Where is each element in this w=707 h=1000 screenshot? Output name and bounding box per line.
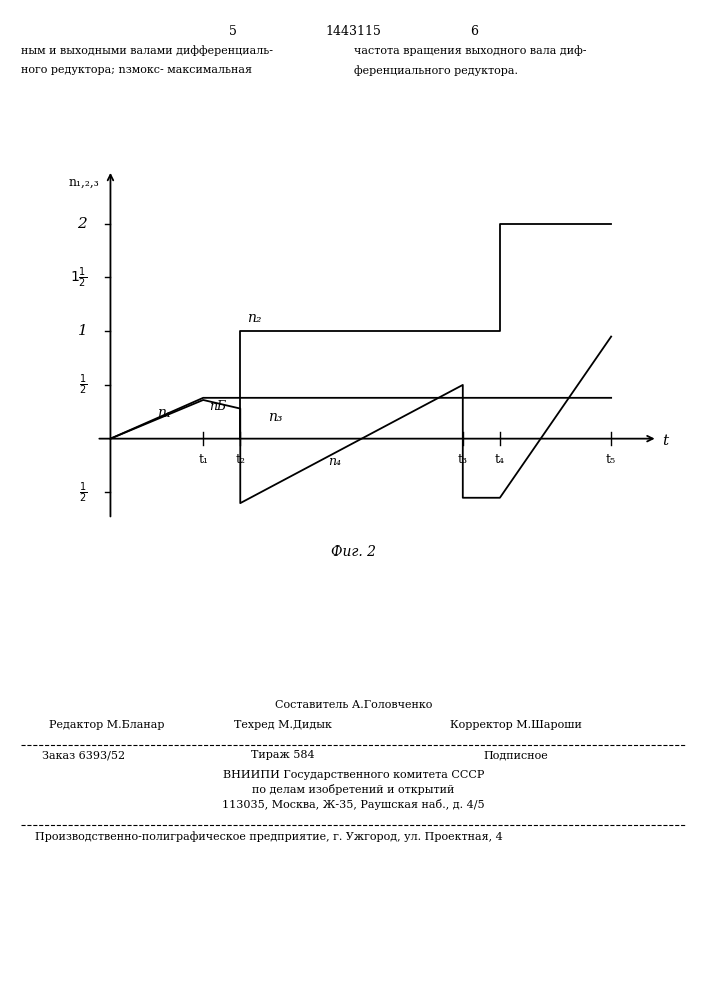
Text: по делам изобретений и открытий: по делам изобретений и открытий [252, 784, 455, 795]
Text: 5: 5 [229, 25, 238, 38]
Text: n₄: n₄ [328, 455, 341, 468]
Text: Корректор М.Шароши: Корректор М.Шароши [450, 720, 582, 730]
Text: t₅: t₅ [606, 453, 617, 466]
Text: Тираж 584: Тираж 584 [251, 750, 315, 760]
Text: 6: 6 [469, 25, 478, 38]
Text: 1443115: 1443115 [325, 25, 382, 38]
Text: t₃: t₃ [458, 453, 468, 466]
Text: ференциального редуктора.: ференциального редуктора. [354, 65, 518, 76]
Text: t₄: t₄ [495, 453, 505, 466]
Text: 113035, Москва, Ж-35, Раушская наб., д. 4/5: 113035, Москва, Ж-35, Раушская наб., д. … [222, 799, 485, 810]
Text: t: t [662, 434, 668, 448]
Text: 2: 2 [78, 217, 87, 231]
Text: n₂: n₂ [247, 311, 262, 325]
Text: Техред М.Дидык: Техред М.Дидык [234, 720, 332, 730]
Text: n₁: n₁ [157, 406, 171, 420]
Text: t₂: t₂ [235, 453, 245, 466]
Text: ВНИИПИ Государственного комитета СССР: ВНИИПИ Государственного комитета СССР [223, 770, 484, 780]
Text: $\frac{1}{2}$: $\frac{1}{2}$ [79, 373, 87, 397]
Text: Производственно-полиграфическое предприятие, г. Ужгород, ул. Проектная, 4: Производственно-полиграфическое предприя… [35, 831, 503, 842]
Text: $\frac{1}{2}$: $\frac{1}{2}$ [79, 480, 87, 505]
Text: n₁,₂,₃: n₁,₂,₃ [69, 175, 100, 188]
Text: частота вращения выходного вала диф-: частота вращения выходного вала диф- [354, 45, 586, 56]
Text: Подписное: Подписное [484, 750, 549, 760]
Text: Редактор М.Бланар: Редактор М.Бланар [49, 720, 165, 730]
Text: n₃: n₃ [268, 410, 283, 424]
Text: Составитель А.Головченко: Составитель А.Головченко [275, 700, 432, 710]
Text: Фиг. 2: Фиг. 2 [331, 545, 376, 559]
Text: $1\frac{1}{2}$: $1\frac{1}{2}$ [70, 265, 87, 290]
Text: ным и выходными валами дифференциаль-: ным и выходными валами дифференциаль- [21, 45, 273, 56]
Text: Заказ 6393/52: Заказ 6393/52 [42, 750, 126, 760]
Text: t₁: t₁ [198, 453, 208, 466]
Text: ного редуктора; nзмокс- максимальная: ного редуктора; nзмокс- максимальная [21, 65, 252, 75]
Text: 1: 1 [78, 324, 87, 338]
Text: nБ: nБ [209, 400, 226, 413]
